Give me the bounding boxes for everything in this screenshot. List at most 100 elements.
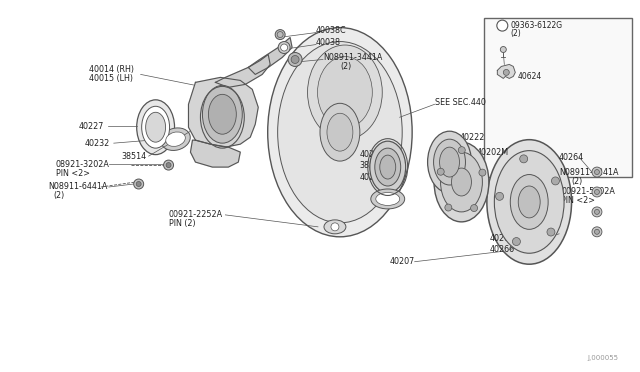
Text: PIN (2): PIN (2) — [168, 219, 195, 228]
Text: 00921-5402A: 00921-5402A — [561, 187, 615, 196]
Polygon shape — [248, 38, 292, 74]
Text: 08921-3202A: 08921-3202A — [56, 160, 110, 169]
Ellipse shape — [268, 28, 412, 237]
Circle shape — [595, 189, 600, 195]
Text: (2): (2) — [340, 62, 351, 71]
Circle shape — [166, 163, 171, 167]
Text: 40232: 40232 — [85, 139, 110, 148]
Text: 09363-6122G: 09363-6122G — [510, 21, 563, 30]
Circle shape — [288, 52, 302, 67]
Bar — [484, 17, 632, 177]
Circle shape — [500, 46, 506, 52]
Ellipse shape — [433, 139, 465, 185]
Text: (2): (2) — [53, 192, 64, 201]
Ellipse shape — [146, 112, 166, 142]
Circle shape — [437, 168, 444, 175]
Text: J,000055: J,000055 — [588, 355, 619, 361]
Ellipse shape — [434, 142, 489, 222]
Ellipse shape — [202, 86, 243, 143]
Ellipse shape — [440, 152, 483, 212]
Ellipse shape — [451, 168, 472, 196]
Text: 40202M: 40202M — [476, 148, 509, 157]
Text: 40222: 40222 — [460, 133, 485, 142]
Ellipse shape — [487, 140, 572, 264]
Circle shape — [595, 209, 600, 214]
Text: (2): (2) — [510, 29, 521, 38]
Text: 40624: 40624 — [517, 72, 541, 81]
Circle shape — [331, 223, 339, 231]
Ellipse shape — [510, 174, 548, 229]
Text: 40227: 40227 — [79, 122, 104, 131]
Ellipse shape — [324, 220, 346, 234]
Ellipse shape — [370, 141, 406, 193]
Circle shape — [445, 204, 452, 211]
Circle shape — [592, 187, 602, 197]
Text: 40038: 40038 — [316, 38, 341, 47]
Circle shape — [520, 155, 527, 163]
Circle shape — [134, 179, 143, 189]
Ellipse shape — [278, 42, 402, 223]
Circle shape — [291, 55, 299, 64]
Circle shape — [136, 182, 141, 186]
Polygon shape — [216, 54, 270, 87]
Text: 40207: 40207 — [390, 257, 415, 266]
Circle shape — [281, 44, 287, 51]
Ellipse shape — [317, 57, 372, 128]
Circle shape — [458, 147, 465, 154]
Text: 40266: 40266 — [490, 245, 515, 254]
Ellipse shape — [137, 100, 175, 155]
Ellipse shape — [327, 113, 353, 151]
Ellipse shape — [518, 186, 540, 218]
Text: 38514: 38514 — [360, 161, 385, 170]
Ellipse shape — [308, 45, 382, 140]
Text: 40015 (LH): 40015 (LH) — [89, 74, 133, 83]
Polygon shape — [189, 77, 258, 147]
Circle shape — [592, 167, 602, 177]
Text: (2): (2) — [571, 177, 582, 186]
Polygon shape — [497, 64, 515, 78]
Circle shape — [470, 205, 477, 212]
Ellipse shape — [209, 94, 236, 134]
Text: 40264: 40264 — [559, 153, 584, 161]
Ellipse shape — [166, 132, 186, 147]
Ellipse shape — [161, 128, 190, 150]
Text: SEE SEC.440: SEE SEC.440 — [435, 98, 486, 107]
Text: N08911-3441A: N08911-3441A — [323, 53, 382, 62]
Circle shape — [592, 227, 602, 237]
Text: S: S — [499, 23, 503, 28]
Ellipse shape — [440, 147, 460, 177]
Text: 40265E: 40265E — [490, 234, 520, 243]
Circle shape — [278, 42, 290, 54]
Circle shape — [164, 160, 173, 170]
Circle shape — [497, 20, 508, 31]
Circle shape — [479, 169, 486, 176]
Ellipse shape — [428, 131, 472, 193]
Circle shape — [513, 238, 520, 246]
Ellipse shape — [380, 155, 396, 179]
Circle shape — [547, 228, 555, 236]
Ellipse shape — [371, 189, 404, 209]
Text: 40014 (RH): 40014 (RH) — [89, 65, 134, 74]
Ellipse shape — [141, 106, 170, 148]
Text: 38514: 38514 — [122, 152, 147, 161]
Circle shape — [552, 177, 559, 185]
Ellipse shape — [375, 148, 401, 186]
Polygon shape — [191, 140, 240, 167]
Ellipse shape — [494, 151, 564, 253]
Text: 40038C: 40038C — [316, 26, 347, 35]
Circle shape — [595, 229, 600, 234]
Text: PIN <2>: PIN <2> — [561, 196, 595, 205]
Text: PIN <2>: PIN <2> — [56, 169, 90, 177]
Text: N08911-6241A: N08911-6241A — [559, 167, 619, 177]
Ellipse shape — [320, 103, 360, 161]
Text: N08911-6441A: N08911-6441A — [48, 183, 108, 192]
Text: 00921-2252A: 00921-2252A — [168, 211, 223, 219]
Circle shape — [275, 30, 285, 39]
Circle shape — [503, 70, 509, 76]
Circle shape — [595, 170, 600, 174]
Circle shape — [592, 207, 602, 217]
Text: 40232: 40232 — [360, 173, 385, 182]
Text: 40210: 40210 — [360, 150, 385, 158]
Circle shape — [495, 192, 504, 200]
Ellipse shape — [376, 192, 400, 205]
